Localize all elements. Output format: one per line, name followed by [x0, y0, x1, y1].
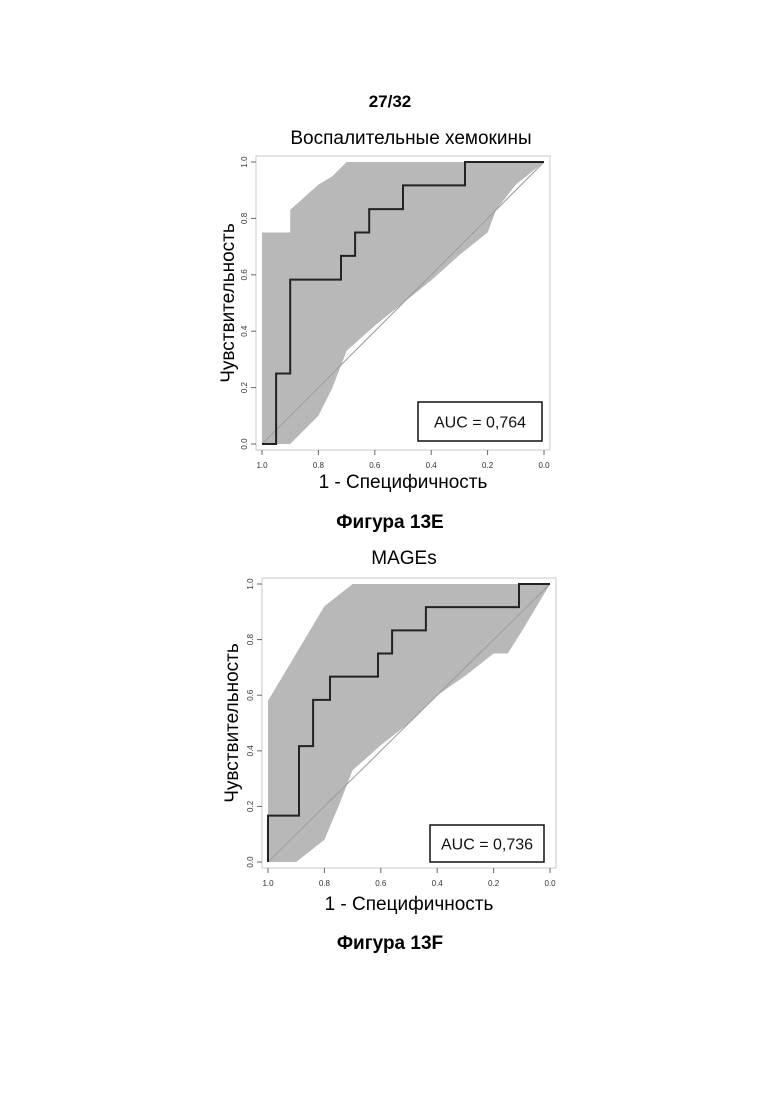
page-number: 27/32 [0, 92, 780, 112]
x-tick-label: 0.2 [482, 461, 494, 470]
y-tick-label: 0.2 [246, 800, 255, 812]
auc-label: AUC = 0,764 [434, 415, 526, 432]
roc-chart-13f: 1.0 0.8 0.6 0.4 0.2 0.0 0.0 0.2 0.4 0.6 0.8 1.0 1 - … [200, 572, 580, 942]
y-tick-label: 0.4 [246, 745, 255, 757]
x-tick-label: 0.0 [538, 461, 550, 470]
x-tick-label: 0.6 [369, 461, 381, 470]
x-tick-label: 0.6 [375, 879, 387, 888]
x-tick-label: 0.4 [432, 879, 444, 888]
figure-caption-13f: Фигура 13F [0, 933, 780, 955]
y-tick-label: 1.0 [240, 156, 249, 168]
x-tick-label: 1.0 [262, 879, 274, 888]
y-tick-label: 0.0 [240, 438, 249, 450]
y-tick-label: 0.6 [246, 689, 255, 701]
chart-title-inflammatory-chemokines: Воспалительные хемокины [0, 128, 780, 150]
roc-chart-13e: 1.0 0.8 0.6 0.4 0.2 0.0 0.0 0.2 0.4 0.6 0.8 1.0 1 - … [200, 150, 580, 520]
x-tick-label: 0.8 [313, 461, 325, 470]
x-tick-label: 0.4 [426, 461, 438, 470]
y-tick-label: 0.8 [246, 633, 255, 645]
x-axis-label: 1 - Специфичность [325, 894, 494, 915]
y-axis-label: Чувствительность [222, 643, 243, 803]
x-tick-label: 0.0 [544, 879, 556, 888]
figure-caption-13e: Фигура 13E [0, 512, 780, 534]
x-axis-label: 1 - Специфичность [319, 472, 488, 493]
y-tick-label: 1.0 [246, 578, 255, 590]
chart-title-mages: MAGEs [0, 548, 780, 570]
y-axis-label: Чувствительность [218, 223, 239, 383]
y-tick-label: 0.4 [240, 325, 249, 337]
y-tick-label: 0.0 [246, 856, 255, 868]
auc-label: AUC = 0,736 [441, 837, 533, 854]
x-tick-label: 0.8 [319, 879, 331, 888]
x-tick-label: 0.2 [488, 879, 500, 888]
y-tick-label: 0.2 [240, 381, 249, 393]
x-tick-label: 1.0 [256, 461, 268, 470]
y-tick-label: 0.6 [240, 269, 249, 281]
y-tick-label: 0.8 [240, 212, 249, 224]
